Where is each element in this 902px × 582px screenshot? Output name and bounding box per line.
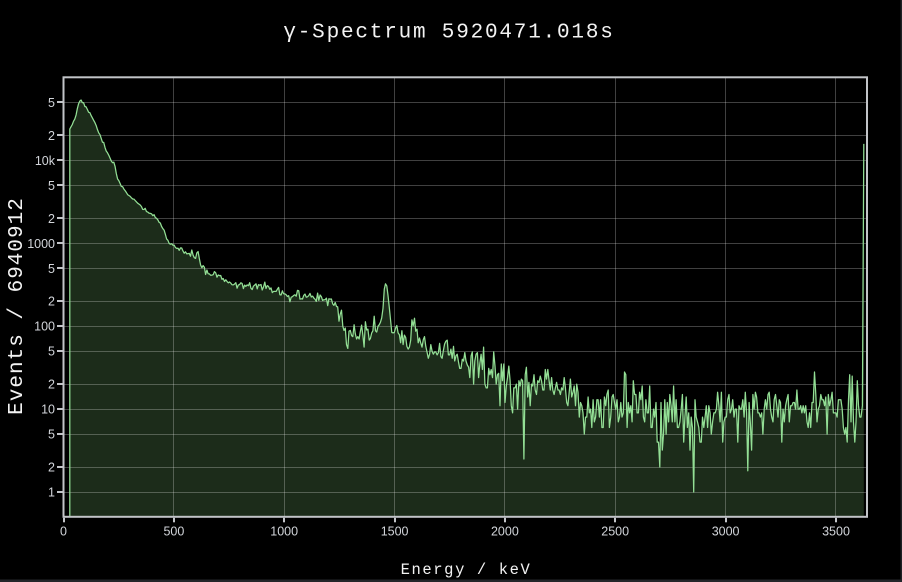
svg-text:2: 2 [48, 295, 55, 309]
svg-text:3500: 3500 [822, 525, 850, 539]
svg-text:10k: 10k [35, 154, 56, 168]
svg-text:Energy / keV: Energy / keV [401, 561, 532, 579]
svg-text:γ-Spectrum 5920471.018s: γ-Spectrum 5920471.018s [283, 21, 614, 44]
svg-text:1: 1 [48, 486, 55, 500]
svg-text:100: 100 [34, 320, 55, 334]
svg-text:2: 2 [48, 378, 55, 392]
svg-text:1500: 1500 [381, 525, 409, 539]
svg-text:2000: 2000 [491, 525, 519, 539]
svg-text:1000: 1000 [27, 237, 55, 251]
svg-text:2: 2 [48, 461, 55, 475]
svg-text:2500: 2500 [601, 525, 629, 539]
svg-text:500: 500 [163, 525, 184, 539]
svg-text:1000: 1000 [270, 525, 298, 539]
svg-text:5: 5 [48, 262, 55, 276]
svg-text:10: 10 [41, 403, 55, 417]
svg-text:0: 0 [60, 525, 67, 539]
svg-text:2: 2 [48, 212, 55, 226]
svg-text:Events / 6940912: Events / 6940912 [6, 197, 29, 415]
svg-text:5: 5 [48, 428, 55, 442]
svg-text:5: 5 [48, 345, 55, 359]
svg-text:5: 5 [48, 96, 55, 110]
svg-text:2: 2 [48, 129, 55, 143]
svg-text:5: 5 [48, 179, 55, 193]
svg-text:3000: 3000 [712, 525, 740, 539]
